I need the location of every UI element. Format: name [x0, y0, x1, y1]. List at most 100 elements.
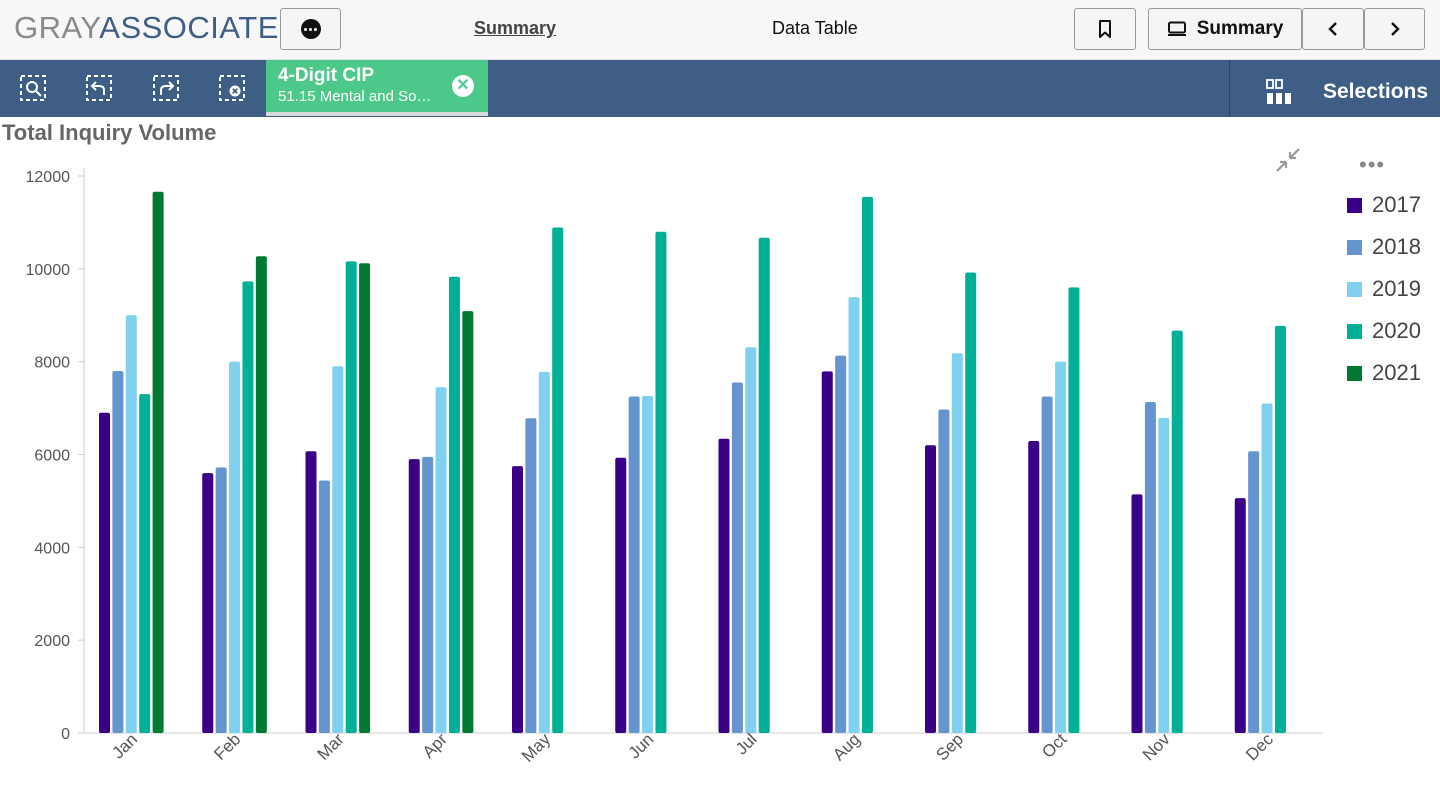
bar-2018-jan [112, 370, 124, 733]
bar-2020-jul [758, 237, 770, 733]
bar-2020-jan [139, 394, 151, 733]
bar-2017-aug [821, 371, 833, 733]
legend-swatch [1347, 323, 1362, 339]
y-tick-label: 10000 [26, 262, 71, 279]
bar-2018-apr [422, 456, 434, 733]
bar-2017-mar [305, 451, 317, 733]
legend-swatch [1347, 239, 1362, 255]
x-tick-label: Mar [314, 729, 348, 763]
gray-associates-logo[interactable]: GRAYASSOCIATES [14, 10, 300, 46]
logo-part1: GRAY [14, 10, 100, 45]
y-tick-label: 0 [61, 726, 70, 743]
logo-part2: ASSOCIATES [99, 10, 301, 45]
bar-2020-nov [1171, 330, 1183, 733]
nav-data-table-link[interactable]: Data Table [772, 18, 858, 38]
bar-2019-jan [125, 315, 137, 733]
collapse-icon[interactable] [1274, 146, 1302, 174]
bar-2018-nov [1144, 402, 1156, 733]
bar-2019-mar [332, 366, 344, 733]
bar-2018-jun [628, 396, 640, 733]
selections-icon[interactable] [1266, 79, 1292, 105]
previous-sheet-button[interactable] [1302, 8, 1364, 50]
bar-2017-dec [1234, 498, 1246, 733]
x-tick-label: Jun [625, 730, 658, 763]
bar-2017-sep [925, 445, 936, 733]
bar-2017-oct [1028, 441, 1040, 733]
bar-2021-apr [462, 311, 474, 733]
bar-2019-nov [1158, 417, 1170, 733]
legend-item-2020[interactable]: 2020 [1347, 310, 1421, 352]
x-tick-label: Oct [1038, 729, 1070, 761]
bar-2019-oct [1055, 361, 1067, 733]
bar-2017-may [512, 466, 523, 733]
bar-2018-aug [835, 355, 847, 733]
bar-2021-jan [152, 191, 164, 733]
x-tick-label: Jan [108, 730, 141, 763]
smart-search-icon[interactable] [18, 73, 48, 103]
summary-button[interactable]: Summary [1148, 8, 1302, 50]
legend-label: 2020 [1372, 318, 1421, 343]
bar-2020-feb [242, 281, 254, 733]
x-tick-label: Feb [210, 730, 244, 764]
more-options-button[interactable] [280, 8, 341, 50]
clear-selections-icon[interactable] [217, 73, 247, 103]
bar-2019-may [538, 371, 550, 733]
bar-2017-jul [718, 438, 730, 733]
y-tick-label: 8000 [34, 355, 70, 372]
bar-2020-aug [861, 196, 873, 733]
legend-swatch [1347, 281, 1362, 297]
chip-title: 4-Digit CIP [278, 65, 375, 86]
bar-2020-dec [1274, 325, 1286, 733]
bar-2017-feb [202, 473, 214, 733]
legend-item-2019[interactable]: 2019 [1347, 268, 1421, 310]
bar-2020-apr [448, 276, 460, 733]
legend-label: 2017 [1372, 192, 1421, 217]
bar-2019-sep [951, 353, 963, 733]
selections-divider [1229, 60, 1230, 117]
top-bar: GRAYASSOCIATES Summary Data Table Summar… [0, 0, 1440, 60]
bar-2018-mar [318, 480, 330, 733]
legend-swatch [1347, 197, 1362, 213]
x-tick-label: Nov [1139, 729, 1174, 764]
presentation-icon [1167, 21, 1186, 36]
summary-button-label: Summary [1196, 18, 1284, 39]
bookmark-button[interactable] [1074, 8, 1136, 50]
chip-value: 51.15 Mental and So… [278, 88, 432, 105]
bar-2020-mar [345, 261, 357, 733]
bar-2018-sep [938, 409, 950, 733]
chart-title: Total Inquiry Volume [2, 120, 217, 145]
bar-2019-jun [642, 396, 654, 733]
bar-2019-jul [745, 347, 757, 733]
x-tick-label: Jul [732, 730, 761, 759]
step-forward-icon[interactable] [151, 73, 181, 103]
bar-2019-apr [435, 387, 447, 733]
bar-2018-feb [215, 467, 227, 733]
nav-summary-link[interactable]: Summary [474, 18, 557, 38]
bar-2020-oct [1068, 287, 1080, 733]
bar-2017-jun [615, 457, 627, 733]
y-tick-label: 2000 [34, 633, 70, 650]
legend-item-2021[interactable]: 2021 [1347, 352, 1421, 394]
bookmark-icon [1099, 20, 1111, 38]
selection-chip-4-digit-cip[interactable]: 4-Digit CIP 51.15 Mental and So… ✕ [266, 60, 488, 116]
chevron-left-icon [1328, 22, 1337, 36]
step-back-icon[interactable] [84, 73, 114, 103]
selections-toolbar [0, 60, 1440, 117]
bar-chart: 0 2000 4000 6000 8000 10000 12000 Jan Feb Mar Apr M… [26, 168, 1323, 766]
legend-item-2017[interactable]: 2017 [1347, 184, 1421, 226]
bar-2017-apr [408, 459, 420, 733]
bar-2020-jun [655, 231, 667, 733]
legend-more-icon[interactable]: ••• [1359, 152, 1386, 177]
chart-legend: 2017 2018 2019 2020 2021 [1347, 184, 1421, 394]
legend-item-2018[interactable]: 2018 [1347, 226, 1421, 268]
bar-2018-may [525, 418, 537, 733]
bar-2019-aug [848, 297, 860, 733]
y-tick-label: 6000 [34, 448, 70, 465]
x-tick-label: Dec [1242, 729, 1277, 764]
y-tick-label: 12000 [26, 169, 71, 186]
selections-label[interactable]: Selections [1323, 80, 1429, 103]
chip-clear-icon[interactable]: ✕ [452, 75, 474, 97]
bar-2018-dec [1248, 451, 1260, 733]
bar-2018-jul [731, 382, 743, 733]
next-sheet-button[interactable] [1364, 8, 1425, 50]
